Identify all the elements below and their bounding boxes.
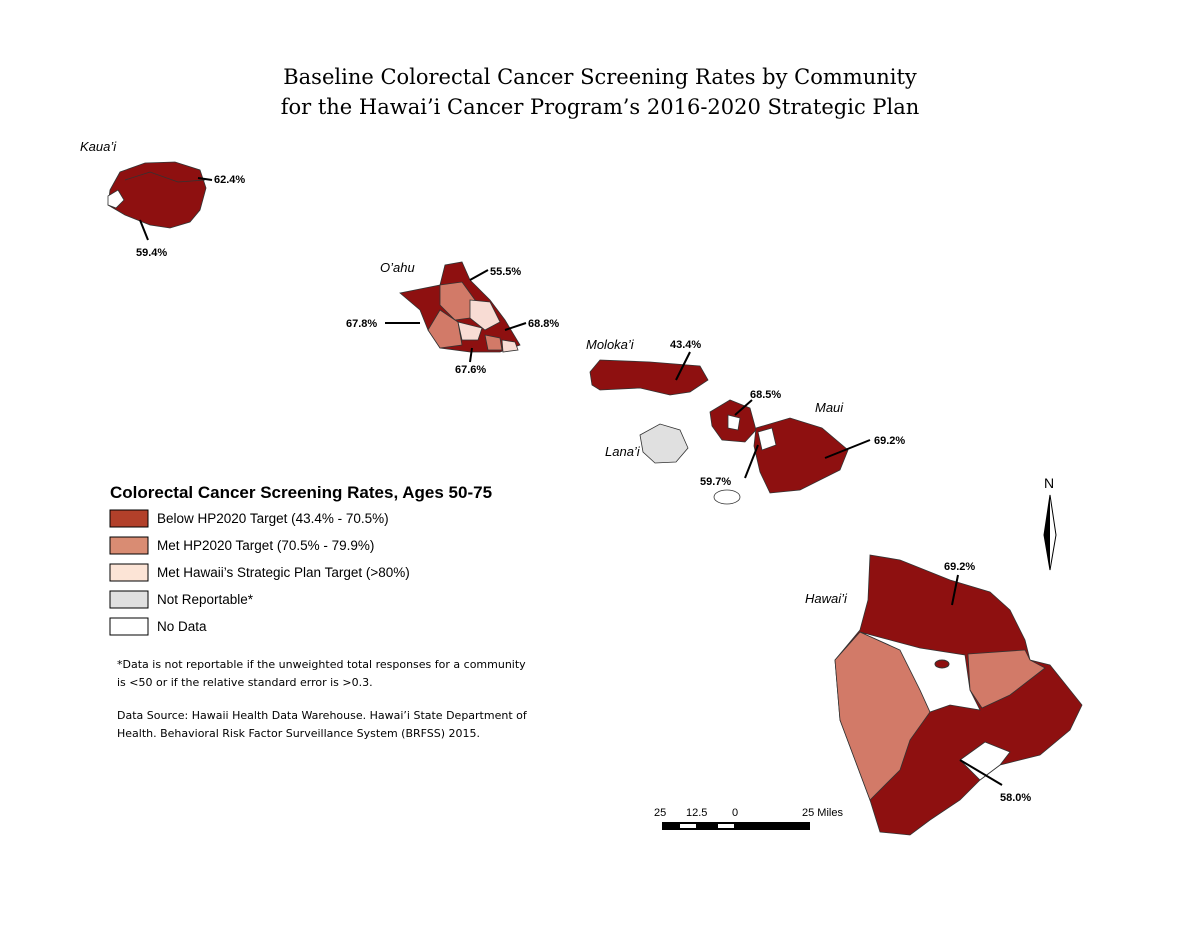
- rate-label: 58.0%: [1000, 792, 1031, 804]
- legend-swatch: [109, 536, 149, 555]
- note-line: is <50 or if the relative standard error…: [117, 676, 373, 689]
- notes: *Data is not reportable if the unweighte…: [117, 658, 528, 740]
- legend-swatch: [109, 509, 149, 528]
- rate-label: 69.2%: [944, 561, 975, 573]
- legend-label: Met Hawaii’s Strategic Plan Target (>80%…: [157, 565, 410, 580]
- north-label: N: [1044, 475, 1054, 491]
- note-line: Data Source: Hawaii Health Data Warehous…: [117, 709, 528, 722]
- legend-label: No Data: [157, 619, 207, 634]
- north-arrow: [1044, 495, 1050, 570]
- island-name: Maui: [815, 400, 844, 415]
- island-name: O’ahu: [380, 260, 415, 275]
- rate-label: 67.8%: [346, 318, 377, 330]
- maui: [709, 399, 871, 494]
- legend-label: Below HP2020 Target (43.4% - 70.5%): [157, 511, 389, 526]
- legend: Below HP2020 Target (43.4% - 70.5%) Met H…: [109, 509, 410, 636]
- scale-bar: [662, 822, 810, 830]
- note-line: *Data is not reportable if the unweighte…: [117, 658, 526, 671]
- molokai: [589, 351, 709, 396]
- title-line: Baseline Colorectal Cancer Screening Rat…: [283, 65, 917, 89]
- rate-label: 69.2%: [874, 435, 905, 447]
- island-name: Hawai’i: [805, 591, 848, 606]
- rate-label: 43.4%: [670, 339, 701, 351]
- scale-label: 25 Miles: [802, 807, 843, 819]
- island-name: Kaua’i: [80, 139, 117, 154]
- legend-label: Not Reportable*: [157, 592, 254, 607]
- legend-title: Colorectal Cancer Screening Rates, Ages …: [110, 483, 492, 502]
- rate-label: 67.6%: [455, 364, 486, 376]
- legend-label: Met HP2020 Target (70.5% - 79.9%): [157, 538, 374, 553]
- legend-swatch: [109, 590, 149, 609]
- scale-label: 0: [732, 807, 738, 819]
- kauai: [107, 161, 213, 241]
- legend-swatch: [109, 617, 149, 636]
- island-name: Moloka’i: [586, 337, 635, 352]
- hawaii: [834, 554, 1083, 836]
- lanai: [639, 423, 689, 464]
- title-line: for the Hawai’i Cancer Program’s 2016-20…: [281, 95, 920, 119]
- rate-label: 68.5%: [750, 389, 781, 401]
- island-name: Lana’i: [605, 444, 641, 459]
- rate-label: 59.7%: [700, 476, 731, 488]
- oahu: [385, 261, 527, 363]
- scale-label: 25: [654, 807, 666, 819]
- rate-label: 59.4%: [136, 247, 167, 259]
- rate-label: 55.5%: [490, 266, 521, 278]
- kahoolawe: [713, 489, 741, 505]
- rate-label: 68.8%: [528, 318, 559, 330]
- note-line: Health. Behavioral Risk Factor Surveilla…: [117, 727, 480, 740]
- legend-swatch: [109, 563, 149, 582]
- rate-label: 62.4%: [214, 174, 245, 186]
- scale-label: 12.5: [686, 807, 707, 819]
